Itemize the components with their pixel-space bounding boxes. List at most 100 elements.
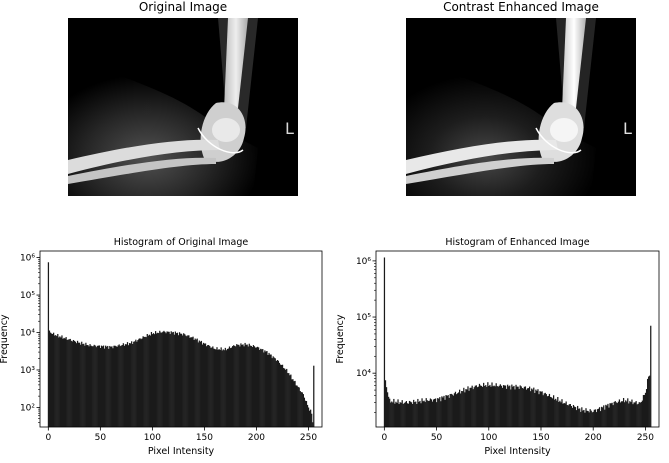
original-histogram-bar bbox=[62, 338, 64, 427]
original-histogram-bar bbox=[289, 375, 291, 427]
enhanced-histogram-bar bbox=[535, 389, 537, 427]
original-histogram-bar bbox=[55, 335, 57, 427]
enhanced-histogram-bar bbox=[642, 395, 645, 427]
enhanced-histogram-bar bbox=[510, 389, 512, 427]
original-histogram-bar bbox=[96, 345, 98, 427]
original-histogram-bar bbox=[114, 345, 116, 427]
original-histogram-bar bbox=[291, 379, 293, 427]
original-histogram-bar bbox=[140, 339, 142, 427]
enhanced-histogram-bar bbox=[438, 398, 440, 427]
original-histogram-bar bbox=[237, 344, 239, 427]
original-histogram-bar bbox=[280, 364, 283, 427]
enhanced-histogram-bar bbox=[480, 385, 483, 427]
enhanced-histogram-bar bbox=[540, 391, 542, 427]
enhanced-x-tick-label: 250 bbox=[637, 433, 654, 443]
original-histogram-bar bbox=[251, 347, 254, 427]
original-histogram-bar bbox=[231, 346, 234, 427]
enhanced-y-tick-label: 10⁶ bbox=[356, 257, 371, 267]
enhanced-histogram-bar bbox=[593, 409, 595, 427]
original-histogram-bar bbox=[193, 339, 195, 427]
enhanced-x-axis-label: Pixel Intensity bbox=[484, 446, 551, 457]
enhanced-histogram-bar bbox=[581, 407, 583, 427]
enhanced-histogram-bar bbox=[539, 391, 541, 427]
original-histogram-bar bbox=[131, 341, 133, 427]
original-histogram-bar bbox=[205, 346, 208, 427]
enhanced-histogram-bar bbox=[605, 404, 607, 427]
original-histogram-bar bbox=[53, 332, 55, 427]
original-histogram-bar bbox=[233, 345, 235, 427]
enhanced-histogram-bar bbox=[410, 402, 413, 427]
original-histogram-bar bbox=[142, 336, 144, 427]
original-histogram-bar bbox=[211, 347, 213, 427]
enhanced-histogram-bar bbox=[509, 385, 511, 427]
original-histogram-bar bbox=[256, 346, 259, 427]
original-histogram-bar bbox=[124, 344, 127, 427]
original-histogram-bar bbox=[271, 358, 273, 427]
enhanced-histogram-bar bbox=[516, 386, 518, 427]
original-histogram-bar bbox=[117, 345, 119, 427]
original-histogram-bar bbox=[235, 346, 237, 427]
enhanced-image-title: Contrast Enhanced Image bbox=[443, 0, 599, 14]
original-histogram-bar bbox=[59, 336, 61, 427]
enhanced-histogram-bar bbox=[616, 403, 618, 427]
enhanced-histogram-bar bbox=[625, 400, 627, 427]
enhanced-histogram-bar bbox=[635, 401, 637, 427]
enhanced-histogram-bar bbox=[555, 398, 557, 427]
original-histogram-bar bbox=[91, 346, 93, 427]
original-histogram-bar bbox=[188, 335, 190, 427]
original-histogram-bar bbox=[105, 345, 107, 427]
original-histogram-bar bbox=[290, 374, 292, 427]
enhanced-histogram-bar bbox=[628, 403, 630, 427]
enhanced-histogram-bar bbox=[386, 392, 389, 427]
enhanced-histogram-bar bbox=[401, 400, 403, 427]
original-histogram-bar bbox=[100, 345, 103, 427]
original-histogram-bar bbox=[181, 333, 183, 427]
enhanced-histogram-bar bbox=[472, 389, 474, 427]
enhanced-histogram-bar bbox=[489, 384, 491, 427]
original-histogram-bar bbox=[230, 347, 233, 427]
enhanced-histogram-bar bbox=[533, 387, 535, 427]
enhanced-histogram-bar bbox=[430, 399, 433, 427]
enhanced-histogram-bar bbox=[454, 391, 457, 427]
original-x-tick-label: 150 bbox=[196, 433, 213, 443]
enhanced-histogram-bar bbox=[620, 401, 623, 427]
enhanced-histogram-bar bbox=[490, 386, 492, 427]
original-histogram-bar bbox=[93, 344, 95, 427]
enhanced-histogram-bar bbox=[629, 401, 631, 427]
original-histogram-bar bbox=[77, 342, 80, 427]
enhanced-l-marker: L bbox=[623, 119, 632, 138]
enhanced-histogram-bar bbox=[513, 385, 515, 427]
original-histogram-bar bbox=[146, 334, 148, 427]
original-histogram-bar bbox=[94, 345, 96, 427]
enhanced-histogram-bar bbox=[559, 400, 561, 427]
original-histogram-bar bbox=[285, 369, 287, 427]
original-y-tick-label: 10⁴ bbox=[20, 329, 35, 339]
enhanced-histogram-bar bbox=[571, 407, 574, 427]
original-histogram-bar bbox=[270, 354, 272, 427]
original-histogram-bar bbox=[84, 345, 86, 427]
enhanced-histogram-bar bbox=[648, 376, 650, 427]
enhanced-histogram-bar bbox=[543, 393, 545, 427]
enhanced-histogram-bar bbox=[492, 386, 494, 427]
enhanced-histogram-bar bbox=[491, 382, 493, 427]
original-histogram-bar bbox=[83, 343, 85, 427]
enhanced-histogram-bar bbox=[548, 393, 551, 427]
enhanced-histogram-bar bbox=[493, 385, 495, 427]
original-histogram-bar bbox=[179, 333, 182, 427]
enhanced-histogram-bar bbox=[450, 393, 452, 427]
enhanced-histogram-bar bbox=[488, 386, 490, 427]
enhanced-histogram-bar bbox=[406, 403, 409, 427]
original-axes-frame bbox=[39, 250, 323, 428]
original-histogram-bar bbox=[229, 348, 232, 427]
original-histogram-bar bbox=[303, 397, 306, 427]
original-histogram-bar bbox=[204, 343, 207, 427]
original-histogram-bar bbox=[244, 342, 246, 427]
enhanced-histogram-bar bbox=[541, 391, 543, 427]
enhanced-histogram-bar bbox=[484, 385, 486, 427]
enhanced-histogram-bar bbox=[596, 409, 599, 427]
enhanced-histogram-bar bbox=[436, 402, 438, 427]
original-histogram-bar bbox=[178, 332, 181, 427]
enhanced-histogram-bar bbox=[463, 387, 465, 427]
original-histogram-bar bbox=[218, 349, 220, 427]
